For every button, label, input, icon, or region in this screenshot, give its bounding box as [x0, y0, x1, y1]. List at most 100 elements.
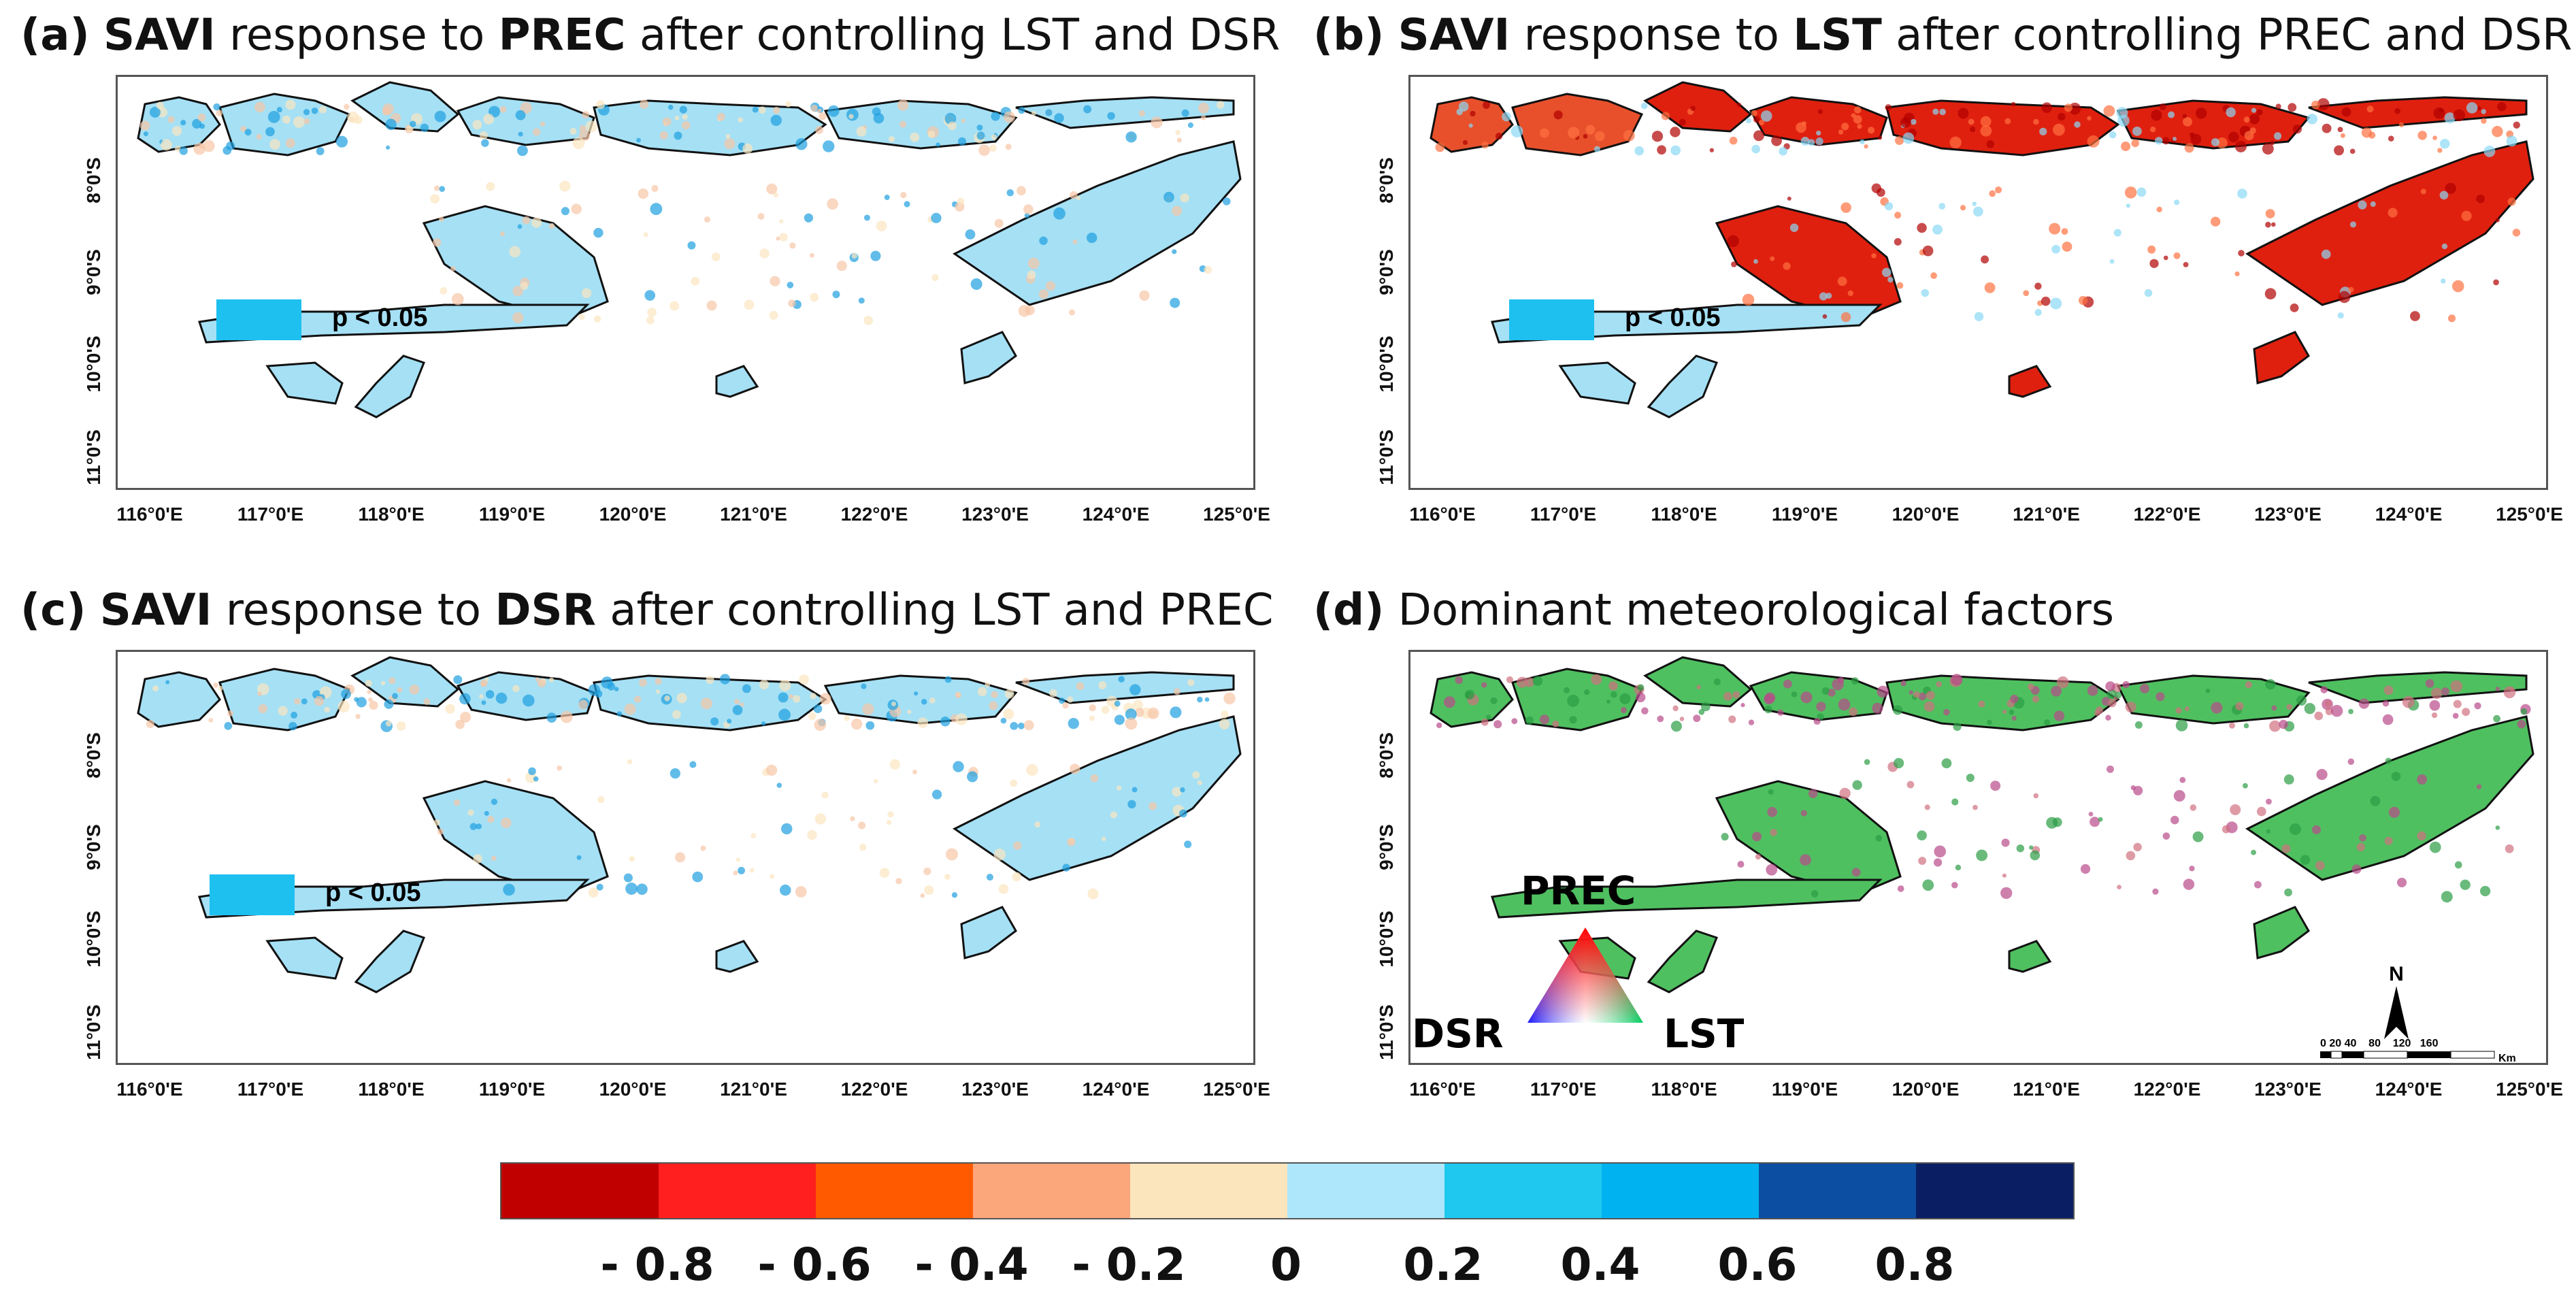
pixel-texture	[766, 183, 778, 195]
pixel-texture	[891, 701, 896, 706]
title-part: response to	[215, 10, 499, 61]
pixel-texture	[2338, 291, 2351, 303]
pixel-texture	[2249, 114, 2260, 125]
pixel-texture	[2041, 102, 2052, 114]
pixel-texture	[561, 207, 569, 216]
longitude-tick-label: 121°0'E	[2013, 504, 2080, 525]
pixel-texture	[779, 679, 791, 691]
pixel-texture	[410, 120, 416, 128]
panel-title: (c) SAVI response to DSR after controlli…	[20, 585, 1274, 636]
pixel-texture	[780, 884, 791, 896]
pixel-texture	[821, 791, 829, 799]
pixel-texture	[1783, 679, 1792, 689]
pixel-texture	[1864, 144, 1868, 149]
pixel-texture	[780, 823, 793, 835]
pixel-texture	[1693, 715, 1701, 723]
pixel-texture	[1698, 709, 1705, 715]
pixel-texture	[2094, 710, 2101, 717]
pixel-texture	[1885, 202, 1894, 211]
longitude-tick-label: 121°0'E	[2013, 1079, 2080, 1100]
pixel-texture	[520, 282, 529, 291]
pixel-texture	[2483, 145, 2496, 157]
pixel-texture	[423, 698, 431, 705]
pixel-texture	[944, 112, 957, 125]
island-shape	[422, 780, 609, 895]
pixel-texture	[1163, 191, 1174, 203]
pixel-texture	[2004, 118, 2011, 125]
pixel-texture	[704, 216, 710, 223]
colorbar-swatch	[659, 1164, 816, 1218]
pixel-texture	[546, 712, 557, 723]
pixel-texture	[1620, 707, 1627, 714]
pixel-texture	[2388, 208, 2398, 218]
pixel-texture	[1822, 314, 1828, 319]
pixel-texture	[192, 118, 202, 129]
pixel-texture	[596, 883, 604, 891]
pixel-texture	[724, 138, 736, 150]
pixel-texture	[2417, 774, 2428, 785]
pixel-texture	[1951, 798, 1959, 806]
pixel-texture	[2144, 289, 2153, 297]
pixel-texture	[742, 684, 751, 693]
pixel-texture	[2337, 312, 2344, 319]
pixel-texture	[1180, 787, 1185, 793]
pixel-texture	[213, 683, 218, 688]
pixel-texture	[2114, 691, 2122, 699]
pixel-texture	[385, 118, 397, 131]
pixel-texture	[1679, 717, 1685, 721]
pixel-texture	[2437, 148, 2443, 153]
pixel-texture	[384, 699, 394, 709]
pixel-texture	[1838, 129, 1844, 135]
longitude-tick-label: 117°0'E	[237, 1079, 304, 1100]
island-shape	[354, 355, 425, 418]
pixel-texture	[936, 142, 940, 147]
pixel-texture	[2152, 888, 2159, 895]
longitude-tick-label: 116°0'E	[1409, 504, 1476, 525]
longitude-tick-label: 119°0'E	[478, 504, 546, 525]
pixel-texture	[752, 106, 759, 113]
panel-title: (a) SAVI response to PREC after controll…	[20, 10, 1280, 61]
pixel-texture	[1567, 694, 1579, 707]
pixel-texture	[1972, 804, 1978, 810]
latitude-tick-label: 8°0'S	[1376, 732, 1397, 778]
pixel-texture	[1216, 101, 1225, 109]
pixel-texture	[1223, 692, 1236, 705]
pixel-texture	[991, 112, 1000, 121]
longitude-tick-label: 122°0'E	[2133, 1079, 2201, 1100]
pixel-texture	[522, 694, 535, 707]
pixel-texture	[1583, 689, 1590, 695]
pixel-texture	[515, 110, 526, 120]
pixel-texture	[1568, 127, 1580, 139]
pixel-texture	[1770, 829, 1777, 836]
pixel-texture	[167, 116, 175, 123]
pixel-texture	[1034, 821, 1041, 828]
pixel-texture	[199, 143, 204, 149]
island-shape	[2116, 674, 2311, 725]
pixel-texture	[1819, 292, 1828, 301]
pixel-texture	[146, 720, 154, 728]
pixel-texture	[2175, 707, 2182, 714]
pixel-texture	[734, 698, 740, 704]
island-shape	[953, 140, 1242, 306]
pixel-texture	[961, 118, 965, 123]
pixel-texture	[1634, 146, 1644, 156]
pixel-texture	[957, 137, 967, 146]
pixel-texture	[2317, 98, 2330, 111]
pixel-texture	[2126, 851, 2136, 861]
pixel-texture	[2175, 719, 2188, 732]
pixel-texture	[483, 114, 495, 125]
pixel-texture	[1872, 702, 1883, 714]
pixel-texture	[2049, 223, 2061, 235]
pixel-texture	[643, 232, 648, 237]
pixel-texture	[1641, 707, 1649, 715]
pixel-texture	[2140, 684, 2149, 693]
pixel-texture	[940, 717, 951, 727]
pixel-texture	[1670, 127, 1681, 137]
pixel-texture	[1470, 110, 1476, 117]
island-shape	[2308, 671, 2528, 704]
pixel-texture	[1737, 861, 1745, 868]
pixel-texture	[1010, 721, 1019, 730]
pixel-texture	[2513, 121, 2520, 129]
pixel-texture	[1924, 804, 1930, 810]
pixel-texture	[876, 220, 887, 231]
